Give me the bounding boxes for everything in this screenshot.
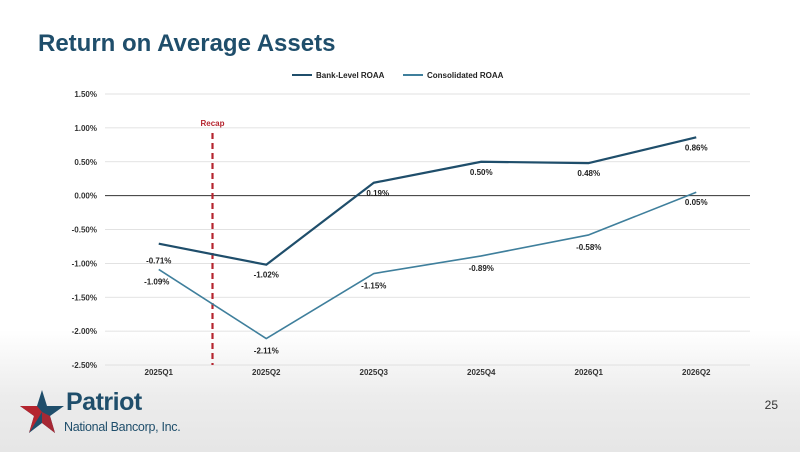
x-tick-label: 2026Q1 (575, 368, 604, 377)
data-label: 0.86% (685, 143, 708, 152)
data-label: 0.19% (366, 189, 389, 198)
data-label: -1.09% (144, 277, 169, 286)
series-line-consolidated-roaa (158, 191, 697, 340)
legend-label: Bank-Level ROAA (316, 71, 385, 80)
x-tick-label: 2025Q3 (360, 368, 389, 377)
x-tick-label: 2025Q2 (252, 368, 281, 377)
y-tick-label: 1.00% (74, 124, 97, 133)
y-tick-label: -0.50% (72, 226, 97, 235)
data-label: 0.50% (470, 168, 493, 177)
y-tick-label: 0.00% (74, 192, 97, 201)
recap-label: Recap (200, 119, 224, 128)
logo-subtitle: National Bancorp, Inc. (64, 420, 181, 434)
data-label: -0.58% (576, 243, 601, 252)
y-tick-label: -1.50% (72, 293, 97, 302)
patriot-star-icon (20, 390, 64, 433)
y-tick-label: -1.00% (72, 259, 97, 268)
y-tick-label: 0.50% (74, 158, 97, 167)
data-label: -1.15% (361, 282, 386, 291)
legend-label: Consolidated ROAA (427, 71, 504, 80)
data-label: -1.02% (254, 271, 279, 280)
x-tick-label: 2026Q2 (682, 368, 711, 377)
footer-shade (0, 330, 800, 452)
data-label: 0.48% (577, 169, 600, 178)
page-number: 25 (764, 398, 778, 412)
y-tick-label: -2.50% (72, 361, 97, 370)
data-label: 0.05% (685, 198, 708, 207)
logo-name: Patriot (66, 388, 142, 416)
slide-title: Return on Average Assets (38, 30, 336, 57)
series-line-bank-level-roaa (158, 136, 697, 266)
x-tick-label: 2025Q4 (467, 368, 496, 377)
y-tick-label: -2.00% (72, 327, 97, 336)
x-tick-label: 2025Q1 (145, 368, 174, 377)
data-label: -0.89% (469, 264, 494, 273)
data-label: -2.11% (254, 347, 279, 356)
patriot-logo: Patriot National Bancorp, Inc. (20, 386, 200, 442)
y-tick-label: 1.50% (74, 90, 97, 99)
data-label: -0.71% (146, 257, 171, 266)
